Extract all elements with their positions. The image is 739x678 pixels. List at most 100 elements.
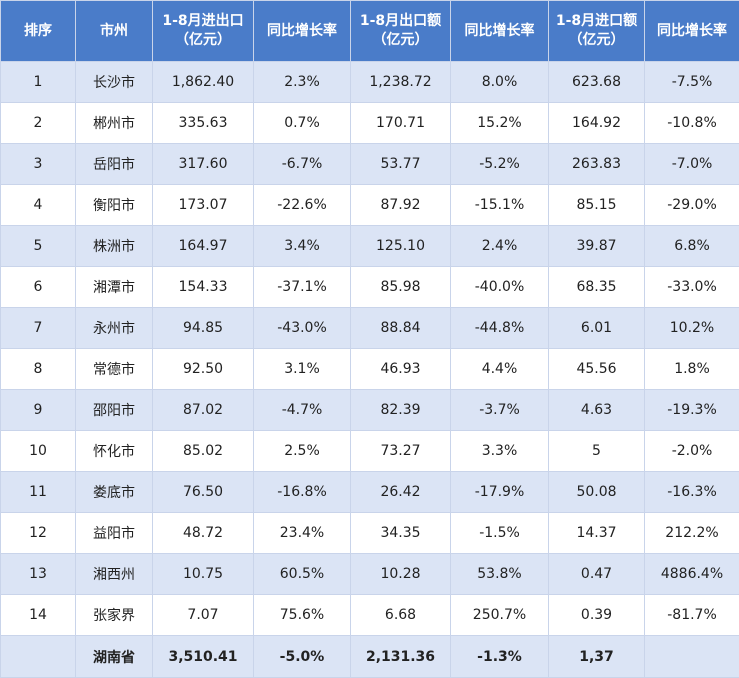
- header-total-trade: 1-8月进出口（亿元）: [153, 1, 254, 62]
- cell-total-trade: 92.50: [153, 349, 254, 390]
- cell-export-growth: -40.0%: [451, 267, 549, 308]
- cell-export: 170.71: [351, 103, 451, 144]
- cell-rank: 6: [1, 267, 76, 308]
- cell-total-growth: -43.0%: [254, 308, 351, 349]
- header-total-growth: 同比增长率: [254, 1, 351, 62]
- cell-city: 湘西州: [76, 554, 153, 595]
- cell-city: 湘潭市: [76, 267, 153, 308]
- cell-rank: 4: [1, 185, 76, 226]
- cell-rank: 1: [1, 62, 76, 103]
- cell-import: 0.47: [549, 554, 645, 595]
- cell-import: 4.63: [549, 390, 645, 431]
- cell-total-growth: -37.1%: [254, 267, 351, 308]
- cell-export: 87.92: [351, 185, 451, 226]
- cell-export: 10.28: [351, 554, 451, 595]
- cell-import-growth: 212.2%: [645, 513, 739, 554]
- cell-rank: 12: [1, 513, 76, 554]
- cell-total-growth: -22.6%: [254, 185, 351, 226]
- cell-export: 26.42: [351, 472, 451, 513]
- cell-import: 50.08: [549, 472, 645, 513]
- cell-export-growth: -3.7%: [451, 390, 549, 431]
- cell-export-growth: 53.8%: [451, 554, 549, 595]
- header-rank: 排序: [1, 1, 76, 62]
- total-total-trade: 3,510.41: [153, 636, 254, 678]
- cell-rank: 8: [1, 349, 76, 390]
- cell-import-growth: 4886.4%: [645, 554, 739, 595]
- cell-export-growth: 2.4%: [451, 226, 549, 267]
- cell-total-growth: -16.8%: [254, 472, 351, 513]
- cell-total-trade: 94.85: [153, 308, 254, 349]
- cell-total-growth: 0.7%: [254, 103, 351, 144]
- cell-export-growth: -44.8%: [451, 308, 549, 349]
- cell-total-growth: 75.6%: [254, 595, 351, 636]
- cell-total-growth: 2.3%: [254, 62, 351, 103]
- cell-total-growth: 23.4%: [254, 513, 351, 554]
- cell-export-growth: 250.7%: [451, 595, 549, 636]
- cell-total-trade: 48.72: [153, 513, 254, 554]
- cell-import: 6.01: [549, 308, 645, 349]
- cell-total-trade: 173.07: [153, 185, 254, 226]
- cell-rank: 3: [1, 144, 76, 185]
- cell-total-trade: 76.50: [153, 472, 254, 513]
- cell-import-growth: -7.5%: [645, 62, 739, 103]
- cell-rank: 2: [1, 103, 76, 144]
- cell-export-growth: 4.4%: [451, 349, 549, 390]
- total-export-growth: -1.3%: [451, 636, 549, 678]
- cell-import-growth: -16.3%: [645, 472, 739, 513]
- cell-city: 长沙市: [76, 62, 153, 103]
- cell-rank: 7: [1, 308, 76, 349]
- header-export: 1-8月出口额（亿元）: [351, 1, 451, 62]
- cell-total-growth: -6.7%: [254, 144, 351, 185]
- cell-total-growth: 3.4%: [254, 226, 351, 267]
- cell-export-growth: 3.3%: [451, 431, 549, 472]
- cell-city: 益阳市: [76, 513, 153, 554]
- cell-import: 14.37: [549, 513, 645, 554]
- cell-export-growth: -17.9%: [451, 472, 549, 513]
- cell-total-growth: 3.1%: [254, 349, 351, 390]
- cell-import: 164.92: [549, 103, 645, 144]
- cell-city: 娄底市: [76, 472, 153, 513]
- total-total-growth: -5.0%: [254, 636, 351, 678]
- header-import-growth: 同比增长率: [645, 1, 739, 62]
- cell-total-growth: 2.5%: [254, 431, 351, 472]
- total-city: 湖南省: [76, 636, 153, 678]
- total-import-growth: [645, 636, 739, 678]
- cell-city: 常德市: [76, 349, 153, 390]
- cell-import: 85.15: [549, 185, 645, 226]
- cell-import: 263.83: [549, 144, 645, 185]
- total-rank: [1, 636, 76, 678]
- header-city: 市州: [76, 1, 153, 62]
- cell-rank: 9: [1, 390, 76, 431]
- cell-export: 82.39: [351, 390, 451, 431]
- cell-city: 岳阳市: [76, 144, 153, 185]
- cell-total-trade: 7.07: [153, 595, 254, 636]
- cell-import-growth: -81.7%: [645, 595, 739, 636]
- cell-city: 怀化市: [76, 431, 153, 472]
- cell-export-growth: 8.0%: [451, 62, 549, 103]
- header-export-growth: 同比增长率: [451, 1, 549, 62]
- cell-import-growth: -29.0%: [645, 185, 739, 226]
- cell-import-growth: 1.8%: [645, 349, 739, 390]
- cell-export-growth: -15.1%: [451, 185, 549, 226]
- cell-export-growth: -5.2%: [451, 144, 549, 185]
- cell-rank: 14: [1, 595, 76, 636]
- cell-total-trade: 154.33: [153, 267, 254, 308]
- cell-import-growth: -10.8%: [645, 103, 739, 144]
- cell-import-growth: -19.3%: [645, 390, 739, 431]
- cell-city: 株洲市: [76, 226, 153, 267]
- cell-city: 永州市: [76, 308, 153, 349]
- total-import: 1,37: [549, 636, 645, 678]
